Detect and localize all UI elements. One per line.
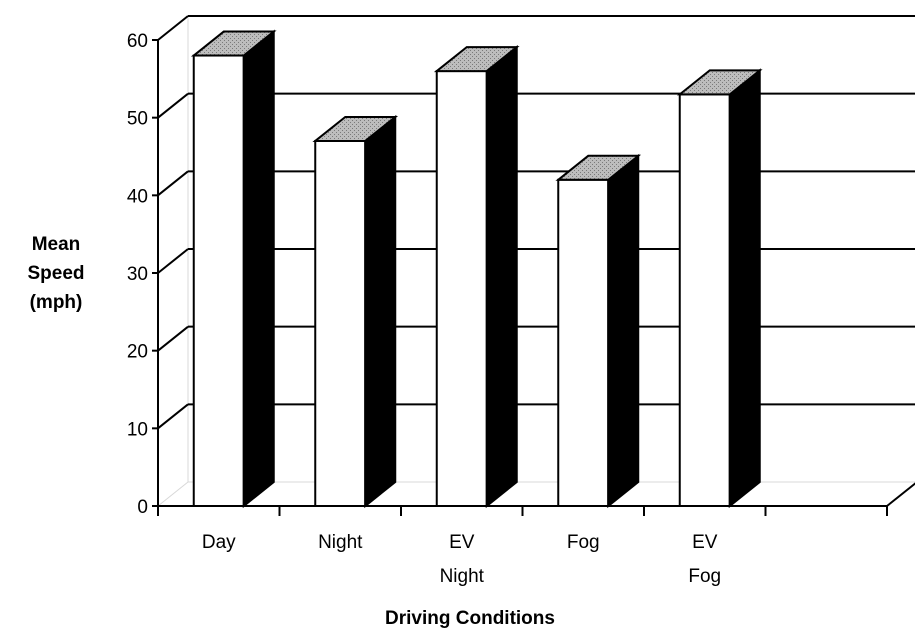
gridlines <box>157 15 915 430</box>
y-tick-label: 30 <box>127 264 148 285</box>
bar-series <box>190 29 763 509</box>
bar <box>676 68 763 509</box>
bar-front <box>435 70 488 507</box>
chart-layer: 0 10 20 30 40 50 60 Day Night EV Night Fog EV Fog Mean… <box>27 15 915 629</box>
y-tick-label: 50 <box>127 109 148 130</box>
y-axis-title-line: (mph) <box>30 292 83 313</box>
y-axis: 0 10 20 30 40 50 60 <box>127 31 159 518</box>
x-axis <box>157 482 915 516</box>
bar-front <box>678 93 731 507</box>
y-axis-title-line: Mean <box>32 234 81 255</box>
gridline-diagonal <box>157 403 189 430</box>
category-labels: Day Night EV Night Fog EV Fog <box>202 532 721 587</box>
category-label: EV <box>449 532 475 553</box>
bar <box>190 29 277 509</box>
bar-front <box>192 54 245 508</box>
y-tick-label: 20 <box>127 342 148 363</box>
bar-side <box>242 29 275 509</box>
y-tick-label: 10 <box>127 419 148 440</box>
y-axis-title-line: Speed <box>27 263 84 284</box>
bar-side <box>485 44 518 509</box>
bar-top <box>555 154 642 181</box>
bar-front <box>557 178 610 508</box>
gridline-diagonal <box>157 170 189 197</box>
bar-side <box>364 114 397 509</box>
gridline-diagonal <box>157 92 189 119</box>
y-axis-title: Mean Speed (mph) <box>27 234 84 313</box>
category-label: Fog <box>688 566 721 587</box>
bar-top <box>190 30 277 57</box>
bar-front <box>314 139 367 507</box>
y-tick-label: 40 <box>127 186 148 207</box>
gridline-diagonal <box>157 325 189 352</box>
category-label: Night <box>318 532 363 553</box>
bar <box>555 153 642 509</box>
bar-side <box>607 153 640 509</box>
bar <box>433 44 520 509</box>
floor-right-edge <box>886 482 915 507</box>
category-label: Fog <box>567 532 600 553</box>
category-label: Day <box>202 532 236 553</box>
category-label: EV <box>692 532 718 553</box>
bar-side <box>728 68 761 509</box>
bar <box>312 114 399 509</box>
category-label: Night <box>440 566 485 587</box>
y-tick-label: 60 <box>127 31 148 52</box>
bar-top <box>433 46 520 73</box>
y-tick-label: 0 <box>137 497 148 518</box>
gridline-diagonal <box>157 248 189 274</box>
gridline-diagonal <box>157 15 189 41</box>
bar-top <box>312 115 399 142</box>
floor-left-edge <box>157 481 189 507</box>
bar-top <box>676 69 763 96</box>
x-axis-title: Driving Conditions <box>385 608 555 629</box>
